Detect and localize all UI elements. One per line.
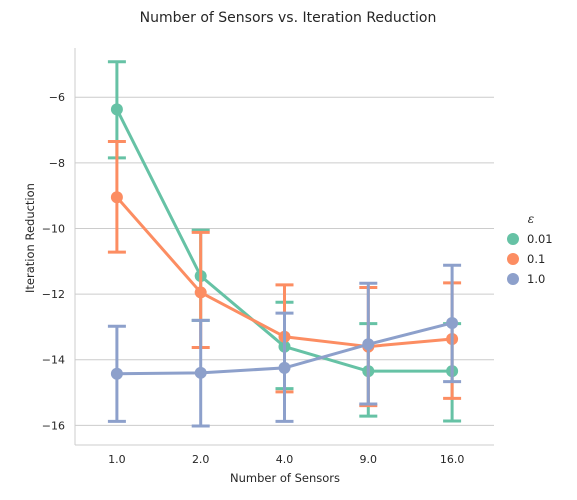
- y-tick-label: −16: [42, 419, 65, 432]
- data-point: [278, 361, 291, 374]
- data-point: [110, 103, 123, 116]
- data-point: [194, 286, 207, 299]
- legend-marker: [507, 253, 519, 265]
- legend-label: 0.1: [527, 252, 545, 266]
- series-1.0: [107, 263, 462, 428]
- x-tick-label: 9.0: [360, 453, 378, 466]
- legend-title: ε: [528, 212, 534, 226]
- data-point: [362, 338, 375, 351]
- data-point: [194, 366, 207, 379]
- x-tick-label: 1.0: [108, 453, 126, 466]
- y-tick-label: −10: [42, 222, 65, 235]
- chart-title: Number of Sensors vs. Iteration Reductio…: [140, 10, 437, 26]
- y-tick-label: −8: [49, 157, 65, 170]
- y-tick-label: −12: [42, 288, 65, 301]
- x-tick-label: 16.0: [440, 453, 465, 466]
- legend-label: 0.01: [527, 232, 553, 246]
- y-tick-label: −6: [49, 91, 65, 104]
- legend-marker: [507, 273, 519, 285]
- legend-label: 1.0: [527, 272, 545, 286]
- legend: ε 0.01 0.1 1.0: [507, 212, 553, 286]
- data-point: [110, 191, 123, 204]
- data-point: [110, 367, 123, 380]
- y-axis-label: Iteration Reduction: [23, 183, 37, 293]
- x-axis-label: Number of Sensors: [230, 471, 340, 485]
- legend-marker: [507, 233, 519, 245]
- data-point: [446, 316, 459, 329]
- y-tick-label: −14: [42, 354, 65, 367]
- x-tick-label: 4.0: [276, 453, 294, 466]
- x-tick-label: 2.0: [192, 453, 210, 466]
- axes: −6 −8 −10 −12 −14 −16 1.0 2.0 4.0 9.0 16.0: [42, 48, 494, 466]
- series-layer: [107, 60, 462, 428]
